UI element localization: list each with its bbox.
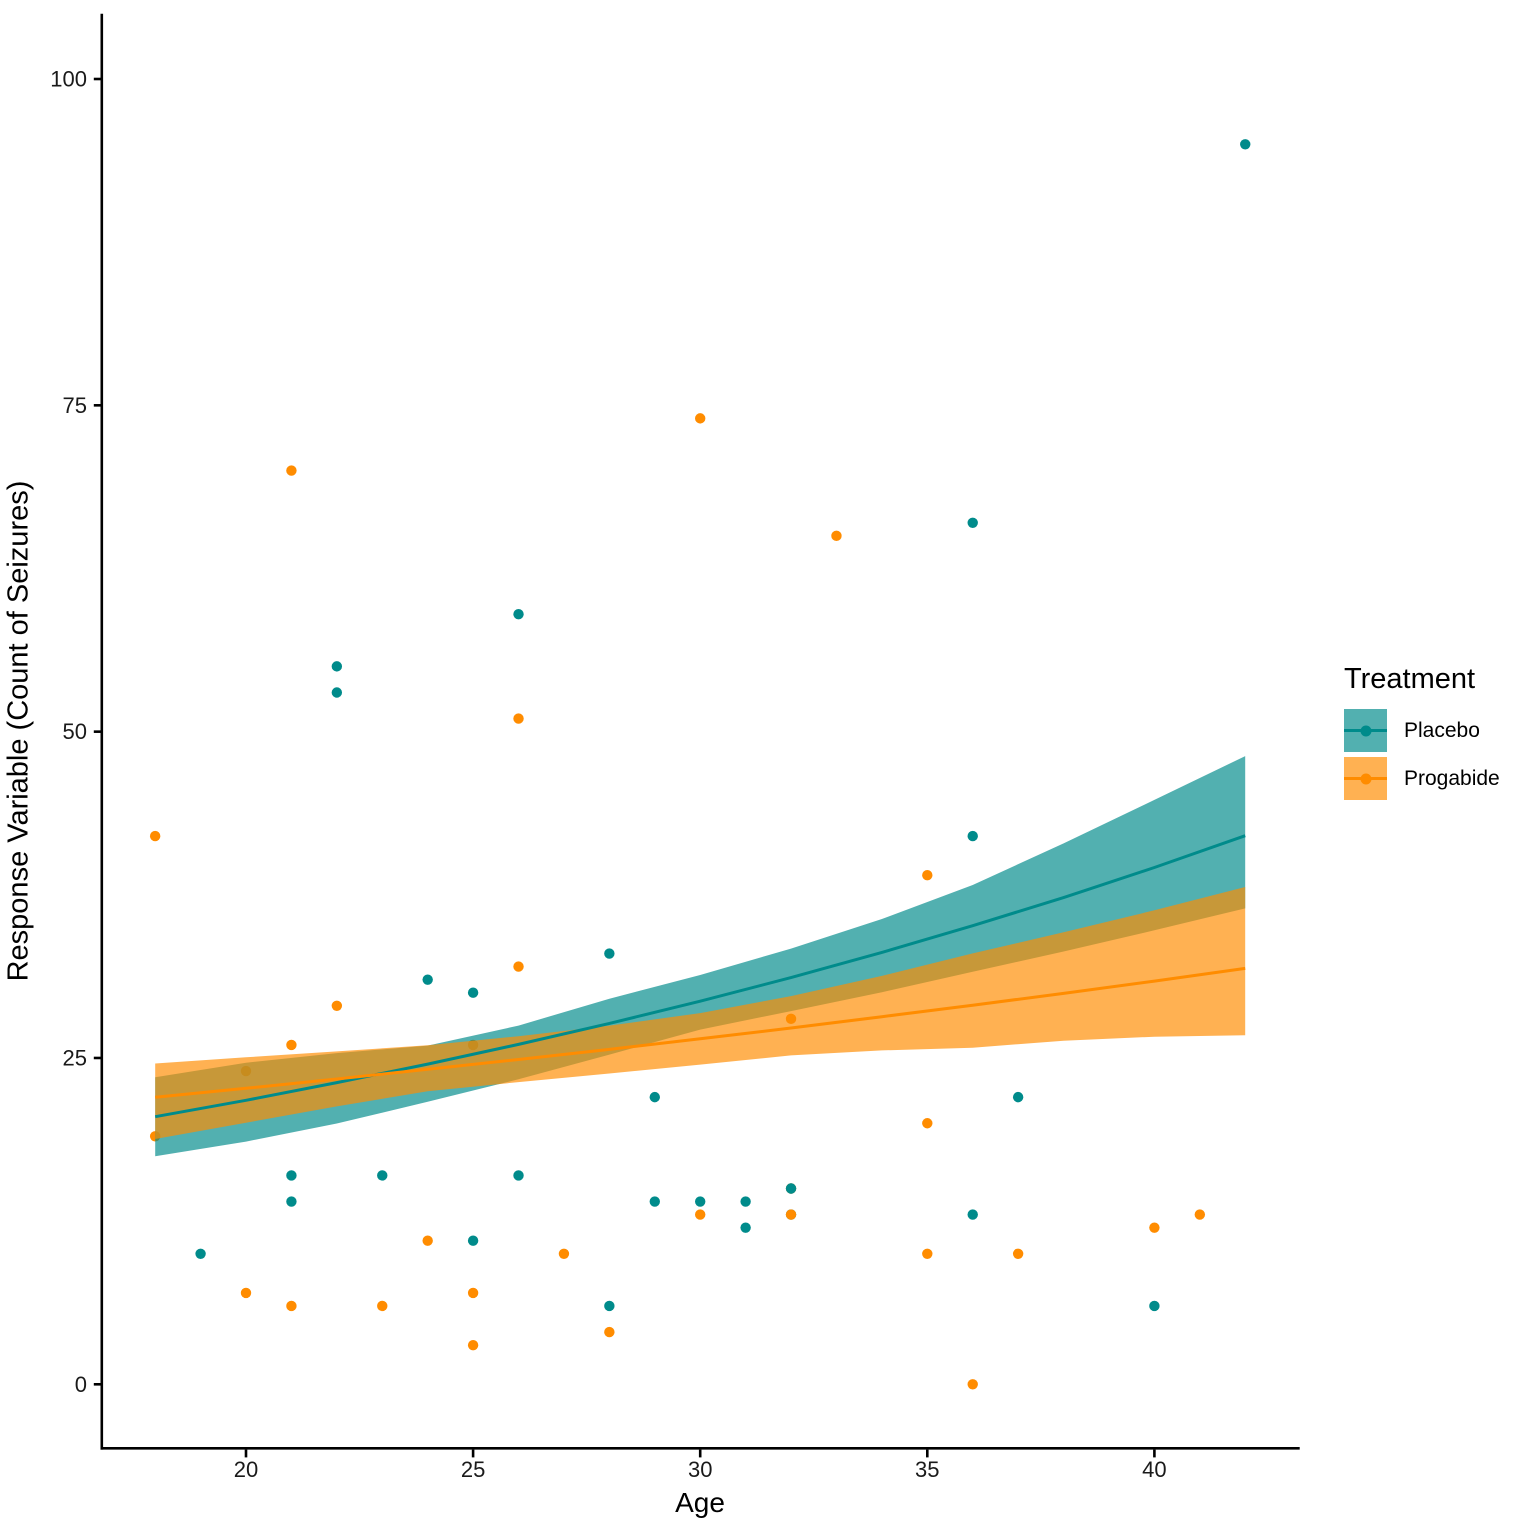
- progabide-point: [695, 413, 706, 424]
- progabide-point: [377, 1300, 388, 1312]
- progabide-point: [1012, 1248, 1024, 1259]
- placebo-point: [967, 517, 978, 529]
- progabide-point: [286, 465, 297, 476]
- placebo-point: [195, 1248, 206, 1259]
- placebo-point: [967, 830, 978, 842]
- placebo-point: [513, 1170, 524, 1181]
- placebo-point: [331, 687, 343, 698]
- placebo-point: [1149, 1300, 1160, 1312]
- x-tick-label: 20: [234, 1457, 258, 1482]
- x-axis-title: Age: [675, 1487, 725, 1518]
- progabide-point: [422, 1235, 433, 1246]
- legend-label-progabide: Progabide: [1404, 766, 1500, 790]
- y-tick-label: 25: [63, 1045, 87, 1070]
- placebo-point: [467, 1235, 479, 1246]
- progabide-point: [149, 830, 161, 842]
- placebo-point: [604, 1300, 615, 1312]
- progabide-point: [558, 1248, 570, 1259]
- progabide-point: [967, 1379, 978, 1390]
- progabide-point: [922, 1248, 933, 1259]
- legend-label-placebo: Placebo: [1404, 718, 1480, 742]
- progabide-point: [922, 1118, 933, 1129]
- y-tick-label: 0: [75, 1372, 87, 1397]
- progabide-point: [785, 1209, 797, 1220]
- legend-key-dot: [1360, 773, 1371, 784]
- progabide-point: [513, 961, 524, 972]
- progabide-point: [286, 1300, 297, 1312]
- legend-key-progabide: [1344, 757, 1387, 800]
- placebo-point: [740, 1196, 751, 1207]
- progabide-point: [695, 1209, 706, 1220]
- progabide-point: [467, 1339, 479, 1351]
- y-tick-label: 50: [63, 719, 87, 744]
- y-axis-title: Response Variable (Count of Seizures): [2, 480, 35, 982]
- progabide-point: [513, 713, 524, 724]
- placebo-point: [331, 661, 343, 672]
- placebo-point: [377, 1170, 388, 1181]
- placebo-point: [967, 1209, 978, 1220]
- legend-title: Treatment: [1344, 663, 1476, 695]
- legend-key-placebo: [1344, 709, 1387, 752]
- placebo-line: [154, 834, 1246, 1119]
- placebo-point: [649, 1196, 660, 1207]
- progabide-point: [467, 1287, 479, 1299]
- placebo-point: [649, 1091, 660, 1103]
- y-tick-label: 75: [63, 393, 87, 418]
- placebo-point: [740, 1222, 751, 1233]
- x-axis-title-row: Age: [0, 1487, 1400, 1519]
- placebo-point: [695, 1196, 706, 1207]
- progabide-point: [1194, 1209, 1206, 1220]
- progabide-line: [155, 966, 1246, 1099]
- placebo-point: [1240, 139, 1251, 150]
- progabide-point: [1149, 1222, 1160, 1233]
- progabide-point: [831, 530, 842, 542]
- progabide-point: [922, 870, 933, 881]
- legend-key-dot: [1360, 725, 1371, 736]
- x-tick-label: 30: [688, 1457, 712, 1482]
- placebo-point: [467, 987, 479, 998]
- progabide-point: [331, 1000, 343, 1011]
- x-tick-label: 25: [461, 1457, 485, 1482]
- placebo-point: [1012, 1091, 1024, 1103]
- placebo-point: [785, 1183, 797, 1194]
- placebo-point: [604, 948, 615, 959]
- progabide-point: [286, 1039, 297, 1051]
- placebo-point: [513, 608, 524, 620]
- progabide-ribbon: [155, 887, 1246, 1139]
- x-tick-label: 40: [1142, 1457, 1166, 1482]
- progabide-point: [240, 1287, 252, 1299]
- placebo-point: [286, 1170, 297, 1181]
- progabide-point: [604, 1326, 615, 1338]
- y-tick-label: 100: [50, 67, 87, 92]
- x-tick-label: 35: [915, 1457, 939, 1482]
- placebo-point: [422, 974, 433, 985]
- placebo-point: [286, 1196, 297, 1207]
